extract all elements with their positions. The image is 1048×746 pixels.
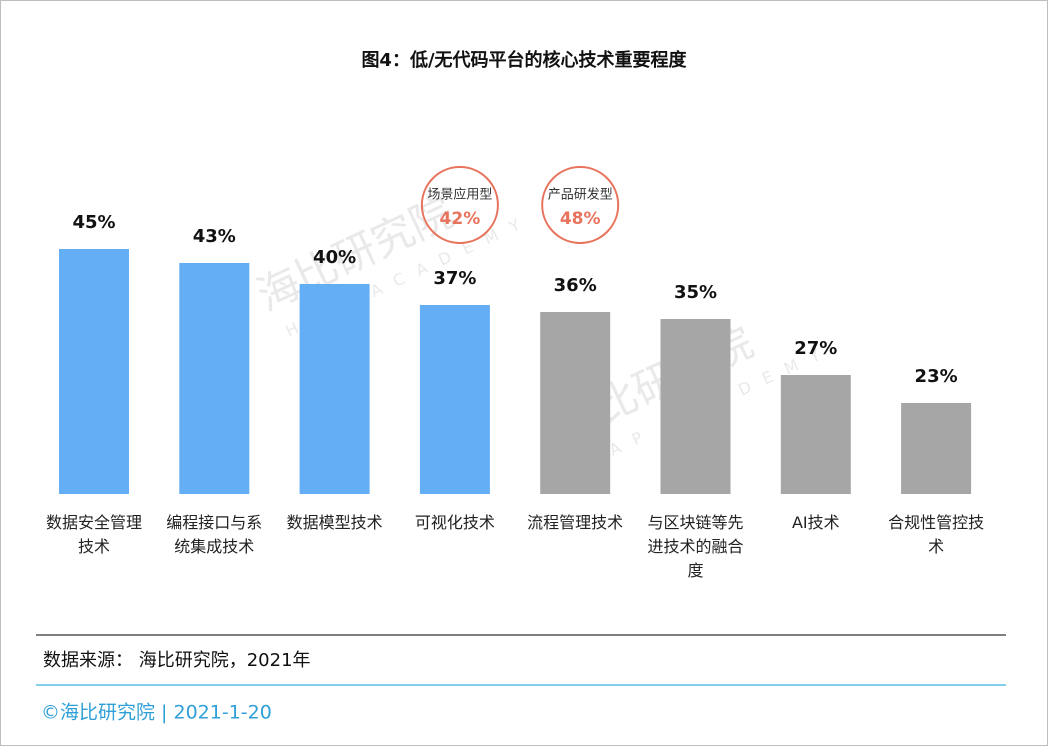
x-tick-label: 编程接口与系统集成技术 [166,513,263,556]
x-tick-label: AI技术 [791,513,840,532]
annotation-text: 场景应用型 [427,187,492,203]
value-label: 45% [72,212,115,233]
bar [660,319,731,494]
value-label: 36% [554,275,597,296]
value-label: 43% [193,226,236,247]
x-tick-label: 可视化技术 [414,513,495,532]
value-label: 27% [794,338,837,359]
x-tick-label: 数据安全管理技术 [45,513,142,556]
bar [901,403,972,494]
bar [299,284,370,494]
x-tick-label: 数据模型技术 [286,513,383,532]
annotation-circle [420,166,499,244]
bar [419,305,490,494]
value-label: 40% [313,247,356,268]
bar [179,263,250,494]
x-tick-label: 流程管理技术 [527,513,624,532]
annotation-text: 产品研发型 [548,187,613,203]
value-label: 37% [433,268,476,289]
value-label: 23% [915,366,958,387]
bar [59,249,129,494]
value-label: 35% [674,282,717,303]
chart-title: 图4：低/无代码平台的核心技术重要程度 [361,49,687,71]
bar [540,312,611,494]
annotation-value: 42% [440,209,481,229]
source: 数据来源： 海比研究院，2021年 [43,650,311,671]
x-tick-label: 与区块链等先进技术的融合度 [647,513,744,580]
bar [780,375,851,494]
annotation-circle [541,166,620,244]
annotation-value: 48% [560,209,601,229]
x-tick-label: 合规性管控技术 [888,513,985,556]
footer: ©海比研究院 | 2021-1-20 [41,702,272,724]
